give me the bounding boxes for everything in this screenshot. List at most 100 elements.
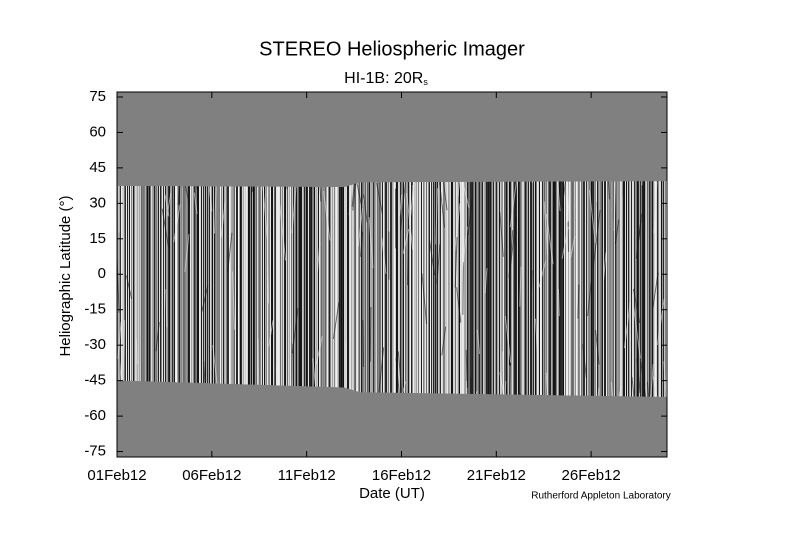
texture-stripe (317, 180, 318, 398)
texture-stripe (449, 180, 450, 398)
texture-stripe (225, 180, 226, 398)
texture-stripe (383, 180, 384, 398)
texture-streak (376, 182, 383, 214)
texture-stripe (470, 180, 471, 398)
texture-stripe (208, 180, 209, 398)
texture-streak (588, 189, 596, 243)
texture-streak (193, 192, 198, 215)
texture-stripe (393, 180, 394, 398)
texture-stripe (157, 180, 158, 398)
texture-stripe (651, 180, 652, 398)
texture-stripe (547, 180, 548, 398)
texture-stripe (332, 180, 333, 398)
texture-stripe (360, 180, 361, 398)
texture-stripe (135, 180, 136, 398)
texture-stripe (601, 180, 602, 398)
texture-stripe (191, 180, 192, 398)
texture-stripe (546, 180, 547, 398)
texture-stripe (566, 180, 567, 398)
texture-stripe (419, 180, 420, 398)
texture-stripe (548, 180, 549, 398)
texture-stripe (334, 180, 335, 398)
texture-stripe (599, 180, 600, 398)
texture-streak (369, 306, 372, 362)
texture-stripe (542, 180, 543, 398)
chart-subtitle: HI-1B: 20Rs (344, 70, 428, 87)
texture-stripe (621, 180, 622, 398)
texture-streak (570, 235, 576, 258)
texture-stripe (658, 180, 659, 398)
texture-streak (484, 268, 488, 294)
texture-stripe (269, 180, 270, 398)
texture-stripe (397, 180, 398, 398)
texture-stripe (315, 180, 316, 398)
texture-stripe (535, 180, 536, 398)
texture-stripe (593, 180, 594, 398)
texture-stripe (179, 180, 180, 398)
texture-stripe (244, 180, 245, 398)
texture-streak (509, 180, 518, 228)
texture-stripe (626, 180, 627, 398)
texture-stripe (618, 180, 619, 398)
texture-stripe (657, 180, 658, 398)
texture-stripe (331, 180, 332, 398)
texture-stripe (643, 180, 644, 398)
texture-stripe (550, 180, 551, 398)
texture-streak (214, 186, 217, 234)
texture-stripe (193, 180, 194, 398)
texture-stripe (521, 180, 522, 398)
texture-stripe (146, 180, 147, 398)
texture-stripe (197, 180, 198, 398)
texture-stripe (347, 180, 348, 398)
texture-stripe (540, 180, 541, 398)
texture-stripe (279, 180, 280, 398)
texture-streak (220, 202, 226, 238)
texture-stripe (527, 180, 528, 398)
texture-stripe (625, 180, 626, 398)
y-axis-label: Heliographic Latitude (°) (57, 195, 74, 356)
texture-stripe (598, 180, 599, 398)
texture-stripe (538, 180, 539, 398)
texture-stripe (202, 180, 203, 398)
texture-stripe (192, 180, 193, 398)
texture-stripe (480, 180, 481, 398)
y-tick-label: 45 (89, 159, 106, 176)
texture-stripe (454, 180, 455, 398)
texture-stripe (420, 180, 421, 398)
texture-streak (508, 230, 514, 278)
texture-stripe (391, 180, 392, 398)
texture-stripe (594, 180, 595, 398)
texture-stripe (589, 180, 590, 398)
texture-stripe (528, 180, 529, 398)
image-texture (117, 180, 667, 398)
texture-stripe (515, 180, 516, 398)
texture-stripe (302, 180, 303, 398)
texture-stripe (649, 180, 650, 398)
texture-streak (378, 347, 385, 396)
texture-stripe (311, 180, 312, 398)
texture-streak (454, 236, 458, 288)
texture-stripe (358, 180, 359, 398)
texture-stripe (408, 180, 409, 398)
texture-stripe (127, 180, 128, 398)
texture-stripe (200, 180, 201, 398)
texture-stripe (663, 180, 664, 398)
texture-stripe (544, 180, 545, 398)
texture-stripe (462, 180, 463, 398)
texture-stripe (537, 180, 538, 398)
texture-stripe (300, 180, 301, 398)
texture-streak (355, 180, 363, 209)
texture-stripe (638, 180, 639, 398)
texture-stripe (558, 180, 559, 398)
texture-streak (165, 289, 168, 328)
texture-stripe (406, 180, 407, 398)
texture-stripe (455, 180, 456, 398)
texture-stripe (298, 180, 299, 398)
texture-stripe (322, 180, 323, 398)
texture-streak (409, 180, 416, 226)
texture-stripe (255, 180, 256, 398)
texture-stripe (258, 180, 259, 398)
texture-streak (322, 190, 331, 241)
texture-streak (592, 209, 601, 267)
texture-stripe (507, 180, 508, 398)
